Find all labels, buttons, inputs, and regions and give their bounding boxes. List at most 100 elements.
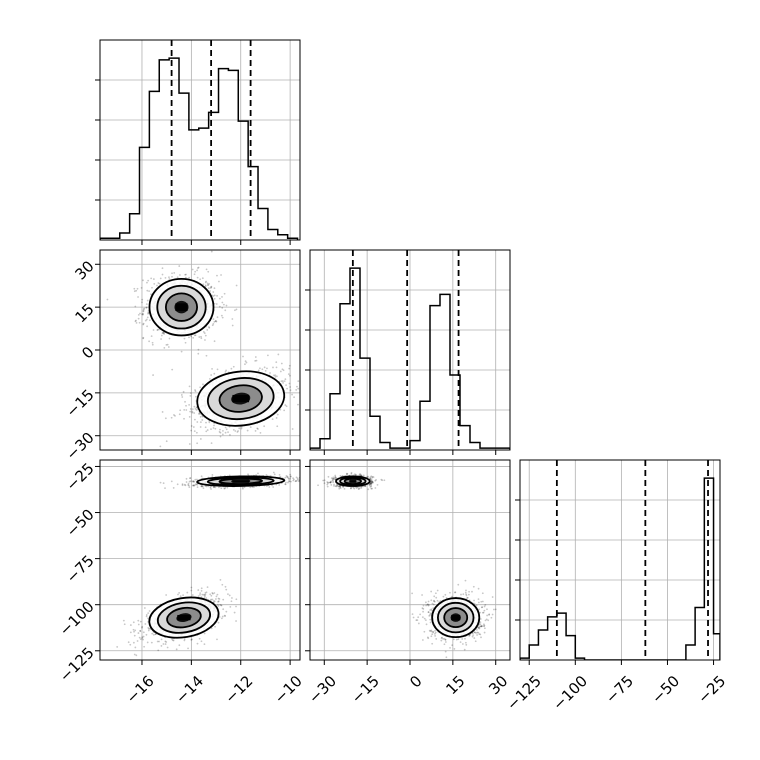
scatter-point [196, 442, 199, 445]
scatter-point [371, 480, 374, 483]
scatter-point [200, 485, 203, 488]
density-panel-0 [99, 249, 301, 451]
scatter-point [204, 285, 207, 288]
scatter-point [296, 385, 298, 388]
scatter-point [433, 599, 435, 602]
scatter-point [244, 363, 246, 366]
scatter-point [482, 623, 485, 626]
scatter-point [195, 406, 198, 409]
scatter-point [212, 592, 214, 595]
histogram-bar [520, 477, 720, 660]
scatter-point [358, 487, 360, 490]
scatter-point [224, 309, 227, 312]
scatter-point [263, 425, 266, 428]
scatter-point [240, 427, 243, 430]
scatter-point [147, 311, 150, 314]
scatter-point [194, 418, 196, 421]
scatter-point [196, 276, 199, 279]
scatter-point [216, 638, 218, 641]
scatter-point [464, 579, 467, 582]
scatter-point [160, 334, 163, 337]
scatter-point [345, 472, 348, 475]
scatter-point [222, 598, 225, 601]
scatter-point [133, 287, 136, 290]
scatter-point [245, 361, 248, 364]
scatter-point [257, 428, 259, 430]
scatter-point [190, 589, 193, 592]
scatter-point [142, 279, 144, 282]
density-cell [232, 480, 250, 482]
density-frame [99, 459, 301, 661]
scatter-point [106, 298, 109, 301]
scatter-point [329, 481, 332, 484]
scatter-point [160, 638, 163, 641]
scatter-point [200, 337, 203, 340]
scatter-point [235, 620, 237, 622]
scatter-point [141, 301, 143, 304]
scatter-point [198, 412, 201, 415]
scatter-point [171, 272, 173, 275]
scatter-point [205, 485, 208, 488]
scatter-point [370, 484, 372, 487]
scatter-point [231, 324, 234, 327]
scatter-point [196, 267, 199, 269]
scatter-point [153, 282, 156, 285]
scatter-point [483, 624, 486, 627]
scatter-point [191, 480, 194, 483]
scatter-point [197, 352, 200, 355]
scatter-point [287, 477, 290, 479]
scatter-point [477, 601, 480, 604]
scatter-point [380, 478, 383, 481]
scatter-point [206, 329, 209, 331]
scatter-point [194, 390, 197, 393]
scatter-point [268, 486, 271, 488]
scatter-point [218, 486, 220, 489]
scatter-point [355, 487, 358, 489]
scatter-point [220, 604, 222, 607]
scatter-point [478, 608, 481, 611]
scatter-point [182, 390, 185, 393]
scatter-point [192, 336, 195, 339]
scatter-point [236, 431, 239, 433]
scatter-point [171, 275, 173, 278]
scatter-point [152, 633, 155, 636]
scatter-point [213, 320, 216, 323]
scatter-point [141, 625, 144, 628]
scatter-point [213, 340, 216, 343]
scatter-point [189, 477, 191, 480]
scatter-point [222, 303, 225, 306]
scatter-point [173, 414, 175, 416]
scatter-point [224, 585, 227, 588]
scatter-point [297, 387, 300, 390]
scatter-point [206, 282, 209, 285]
histogram-panel-2 [515, 459, 721, 661]
scatter-point [192, 480, 195, 483]
scatter-point [133, 290, 136, 293]
scatter-point [284, 476, 287, 479]
scatter-point [272, 366, 274, 369]
scatter-point [235, 308, 238, 311]
scatter-point [134, 646, 137, 649]
scatter-point [189, 395, 192, 397]
scatter-point [488, 613, 490, 616]
scatter-point [202, 593, 205, 596]
scatter-point [374, 487, 377, 489]
scatter-point [134, 320, 137, 323]
scatter-point [326, 485, 329, 488]
scatter-point [305, 480, 307, 482]
scatter-point [201, 593, 204, 596]
scatter-point [185, 273, 187, 276]
scatter-point [177, 593, 179, 596]
scatter-point [152, 329, 155, 331]
scatter-point [215, 320, 218, 323]
scatter-point [297, 480, 300, 483]
scatter-point [209, 377, 211, 380]
scatter-point [135, 654, 138, 657]
scatter-point [166, 646, 169, 649]
scatter-point [191, 410, 194, 413]
density-content [317, 471, 497, 659]
scatter-point [430, 609, 433, 612]
scatter-point [370, 485, 373, 488]
scatter-point [332, 476, 335, 479]
scatter-point [477, 626, 480, 629]
